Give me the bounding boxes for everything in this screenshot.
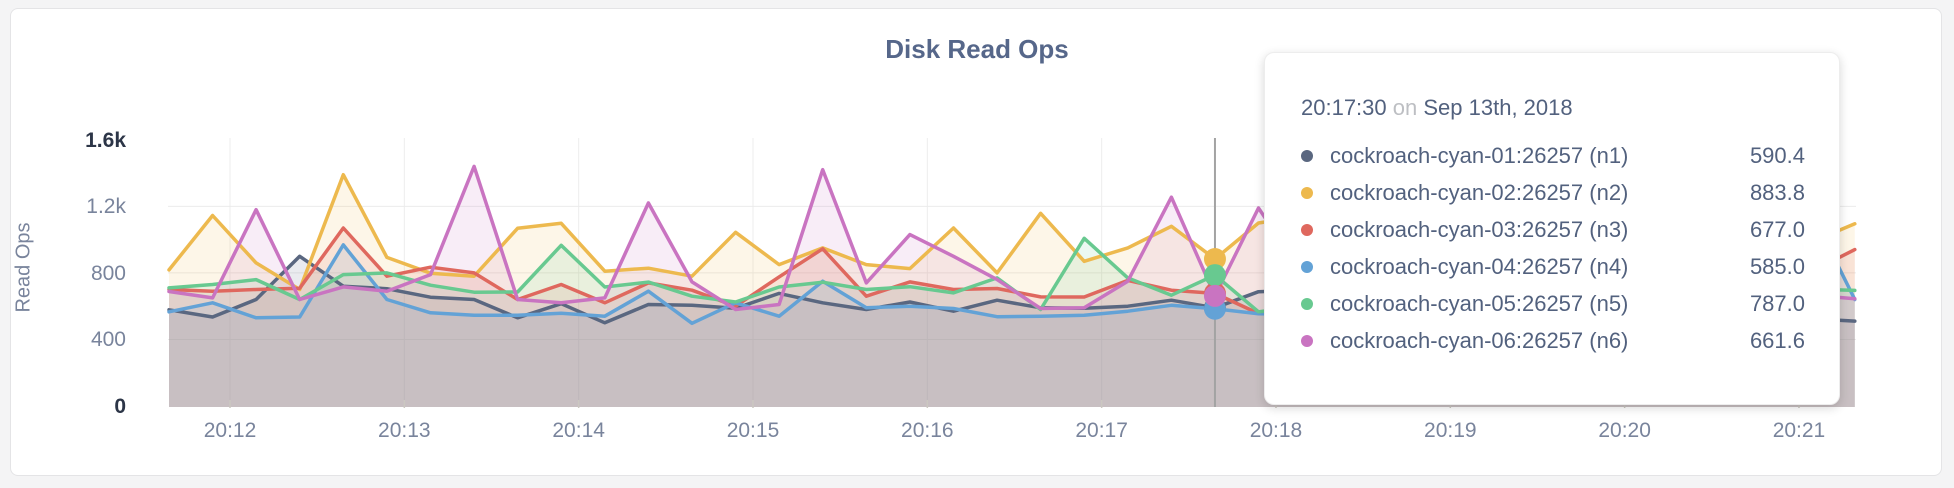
series-color-dot-icon — [1301, 334, 1313, 347]
series-name: cockroach-cyan-06:26257 (n6) — [1330, 327, 1629, 353]
x-tick-label: 20:21 — [1772, 419, 1826, 442]
x-tick-label: 20:18 — [1249, 419, 1303, 442]
y-axis-title: Read Ops — [12, 222, 35, 313]
y-tick-label: 1.2k — [86, 195, 126, 219]
x-tick-label: 20:12 — [203, 419, 257, 442]
x-tick-label: 20:19 — [1424, 419, 1477, 442]
y-tick-label: 1.6k — [85, 128, 126, 152]
tooltip-header: 20:17:30 on Sep 13th, 2018 — [1301, 95, 1805, 121]
series-color-dot-icon — [1301, 186, 1313, 199]
series-color-dot-icon — [1301, 260, 1313, 273]
series-value: 590.4 — [1749, 142, 1805, 168]
series-name: cockroach-cyan-01:26257 (n1) — [1330, 142, 1629, 168]
tooltip-rows: cockroach-cyan-01:26257 (n1) 590.4 cockroa… — [1301, 141, 1805, 355]
hover-point-dot — [1203, 284, 1226, 307]
series-name: cockroach-cyan-02:26257 (n2) — [1330, 179, 1629, 205]
series-value: 883.8 — [1749, 179, 1805, 205]
series-name: cockroach-cyan-05:26257 (n5) — [1330, 290, 1629, 316]
x-tick-label: 20:20 — [1598, 419, 1651, 442]
series-value: 677.0 — [1749, 216, 1805, 242]
series-value: 661.6 — [1749, 327, 1805, 353]
tooltip-series-row: cockroach-cyan-01:26257 (n1) 590.4 — [1301, 141, 1805, 170]
tooltip-date: Sep 13th, 2018 — [1423, 95, 1573, 120]
x-tick-label: 20:14 — [552, 419, 605, 442]
y-tick-label: 400 — [90, 328, 126, 352]
chart-tooltip: 20:17:30 on Sep 13th, 2018 cockroach-cya… — [1264, 52, 1840, 405]
series-name: cockroach-cyan-04:26257 (n4) — [1330, 253, 1629, 279]
hover-point-dot — [1203, 264, 1226, 287]
series-name: cockroach-cyan-03:26257 (n3) — [1330, 216, 1629, 242]
x-tick-label: 20:13 — [378, 419, 431, 442]
tooltip-time: 20:17:30 — [1301, 95, 1387, 120]
chart-title: Disk Read Ops — [885, 34, 1069, 64]
tooltip-series-row: cockroach-cyan-03:26257 (n3) 677.0 — [1301, 215, 1805, 244]
y-tick-label: 0 — [114, 395, 126, 418]
y-tick-label: 800 — [90, 261, 126, 285]
x-tick-label: 20:16 — [901, 419, 954, 442]
tooltip-series-row: cockroach-cyan-05:26257 (n5) 787.0 — [1301, 289, 1805, 318]
hover-point-dot — [1203, 248, 1226, 270]
tooltip-series-row: cockroach-cyan-02:26257 (n2) 883.8 — [1301, 178, 1805, 207]
series-color-dot-icon — [1301, 149, 1313, 162]
series-color-dot-icon — [1301, 223, 1313, 236]
x-tick-label: 20:15 — [726, 419, 780, 442]
series-value: 585.0 — [1749, 253, 1805, 279]
tooltip-series-row: cockroach-cyan-06:26257 (n6) 661.6 — [1301, 326, 1805, 355]
tooltip-series-row: cockroach-cyan-04:26257 (n4) 585.0 — [1301, 252, 1805, 281]
tooltip-conjunction: on — [1392, 95, 1418, 120]
series-color-dot-icon — [1301, 297, 1313, 310]
x-tick-label: 20:17 — [1075, 419, 1128, 442]
series-value: 787.0 — [1749, 290, 1805, 316]
